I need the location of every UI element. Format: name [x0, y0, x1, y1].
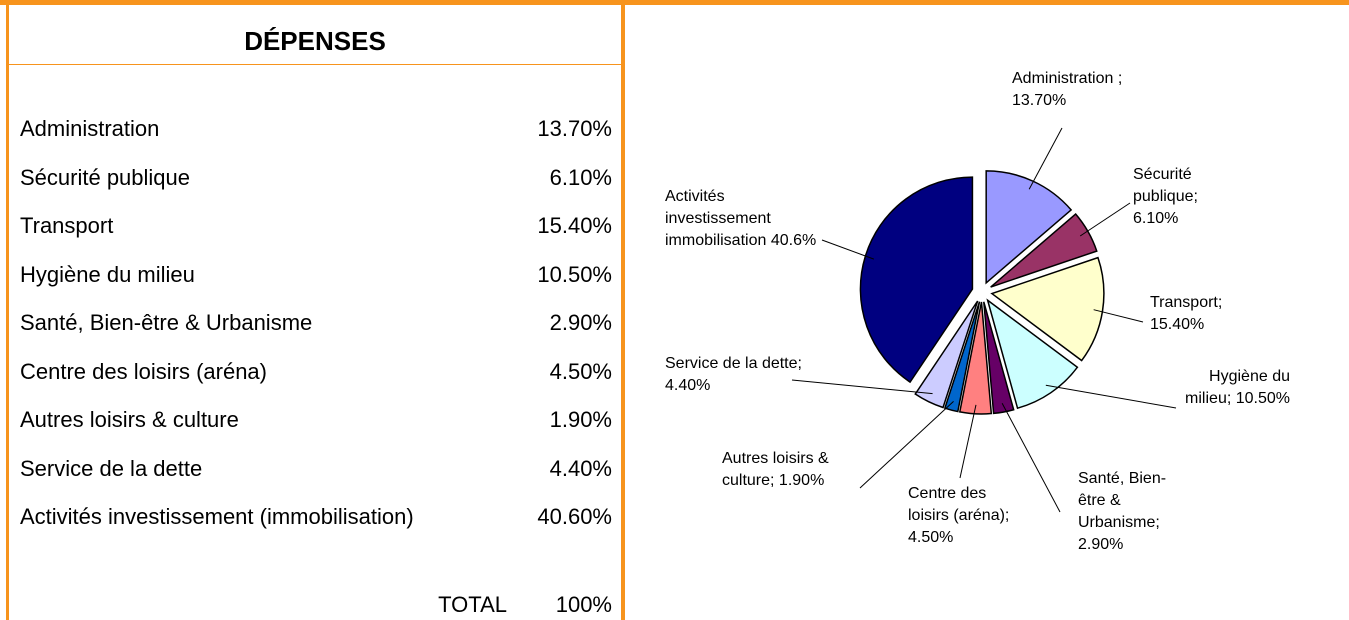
pie-slice [986, 298, 1079, 410]
pie-slice [914, 300, 979, 409]
pie-slice [958, 301, 993, 415]
leader-line [1001, 402, 1061, 513]
pie-label-name: Autres loisirs & culture; [722, 450, 829, 489]
pie-label-value: 15.40% [1150, 316, 1205, 333]
table-row: Administration 13.70% [20, 116, 612, 144]
leader-line [1093, 309, 1144, 323]
pie-label-name: Administration ; [1012, 70, 1123, 87]
row-label: Sécurité publique [20, 164, 191, 190]
table-row: Service de la dette 4.40% [20, 456, 612, 484]
row-label: Activités investissement (immobilisation… [20, 504, 414, 529]
table-title: DÉPENSES [244, 26, 386, 56]
pie-slice [990, 256, 1105, 362]
pie-label: Sécurité publique; 6.10% [1133, 164, 1233, 230]
divider [621, 0, 625, 620]
pie-slice [985, 170, 1073, 285]
row-label: Service de la dette [20, 455, 203, 481]
row-value: 1.90% [549, 407, 612, 432]
leader-line [1079, 202, 1131, 237]
pie-label-value: 4.50% [908, 529, 954, 546]
leader-line [959, 404, 977, 479]
row-label: Administration [20, 116, 160, 141]
pie-label-name: Hygiène du milieu; [1185, 368, 1290, 407]
total-value: 100% [555, 592, 612, 617]
pie-label-name: Transport; [1150, 294, 1223, 311]
pie-slice [859, 176, 974, 384]
pie-label-name: Service de la dette; [665, 355, 802, 372]
pie-slice [983, 301, 1015, 415]
pie-label: Hygiène du milieu; 10.50% [1160, 366, 1290, 410]
row-value: 15.40% [537, 213, 612, 238]
row-label: Transport [20, 213, 114, 238]
row-value: 10.50% [537, 261, 612, 287]
left-border [6, 0, 9, 620]
pie-label-name: Centre des loisirs (aréna); [908, 485, 1010, 524]
pie-label: Service de la dette; 4.40% [665, 353, 805, 397]
pie-label-value: 1.90% [778, 472, 825, 489]
table-row: Santé, Bien-être & Urbanisme 2.90% [20, 310, 612, 338]
leader-line [1045, 384, 1177, 409]
leader-line [1028, 127, 1063, 190]
pie-label-name: Sécurité publique; [1133, 166, 1198, 205]
pie-slice [943, 301, 981, 413]
pie-label-name: Santé, Bien-être & Urbanisme; [1078, 470, 1167, 531]
row-label: Santé, Bien-être & Urbanisme [20, 310, 313, 335]
pie-label-value: 4.40% [665, 377, 711, 394]
pie-label-value: 40.6% [770, 232, 817, 249]
row-value: 2.90% [549, 310, 612, 335]
total-label: TOTAL [438, 592, 507, 617]
table-row: Transport 15.40% [20, 213, 612, 241]
table-row: Centre des loisirs (aréna) 4.50% [20, 359, 612, 387]
row-value: 13.70% [537, 116, 612, 141]
table-row: Hygiène du milieu 10.50% [20, 262, 612, 290]
pie-label-value: 6.10% [1133, 210, 1179, 227]
table-row: Autres loisirs & culture 1.90% [20, 407, 612, 435]
row-label: Autres loisirs & culture [20, 407, 239, 432]
pie-label-value: 2.90% [1078, 536, 1124, 553]
pie-label-name: Activités investissement immobilisation [665, 188, 771, 249]
pie-slice [990, 212, 1098, 288]
title-rule [9, 64, 621, 65]
table-row: Sécurité publique 6.10% [20, 165, 612, 193]
pie-label: Administration ; 13.70% [1012, 68, 1172, 112]
row-value: 4.50% [549, 358, 612, 384]
row-value: 40.60% [537, 504, 612, 529]
pie-label: Transport; 15.40% [1150, 292, 1260, 336]
row-label: Hygiène du milieu [20, 261, 195, 287]
row-label: Centre des loisirs (aréna) [20, 358, 267, 384]
total-row: TOTAL 100% [20, 592, 612, 620]
pie-label: Centre des loisirs (aréna); 4.50% [908, 483, 1013, 549]
row-value: 4.40% [549, 455, 612, 481]
pie-label-value: 10.50% [1235, 390, 1290, 407]
leader-line [791, 379, 933, 395]
leader-line [821, 239, 875, 260]
leader-line [859, 401, 954, 489]
pie-label: Santé, Bien-être & Urbanisme; 2.90% [1078, 468, 1193, 556]
pie-label: Autres loisirs & culture; 1.90% [722, 448, 854, 492]
pie-label: Activités investissement immobilisation … [665, 186, 830, 252]
pie-label-value: 13.70% [1012, 92, 1067, 109]
row-value: 6.10% [549, 164, 612, 190]
table-row: Activités investissement (immobilisation… [20, 504, 612, 532]
top-border [0, 0, 1349, 5]
